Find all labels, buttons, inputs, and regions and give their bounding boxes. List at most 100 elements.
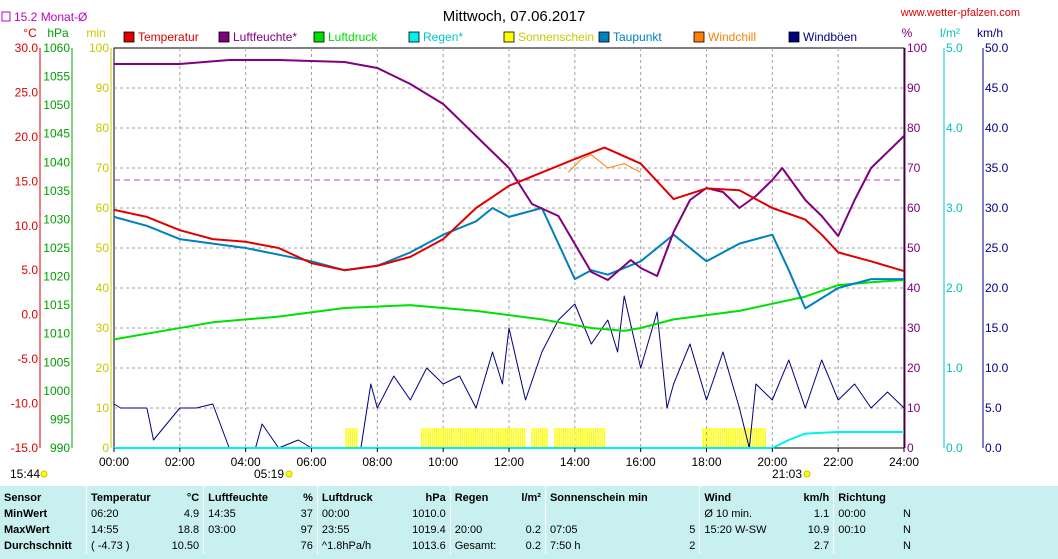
legend-swatch (693, 31, 705, 43)
tick-label-press: 1005 (43, 355, 70, 369)
series-line-temperatur (113, 146, 905, 273)
legend-swatch (218, 31, 230, 43)
legend-swatch (788, 31, 800, 43)
tick-label-hum: 30 (907, 321, 921, 335)
tick-label-wind: 15.0 (985, 321, 1009, 335)
stats-cell: 14:35 37 (203, 506, 318, 522)
tick-label-sun: 10 (96, 401, 110, 415)
tick-label-press: 1015 (43, 298, 70, 312)
stats-cell: 07:05 5 (544, 522, 700, 538)
tick-label-wind: 10.0 (985, 361, 1009, 375)
tick-label-hum: 100 (907, 41, 927, 55)
series-line-windchill (567, 154, 641, 173)
legend-label: Windchill (708, 30, 756, 44)
time-label: 12:00 (494, 455, 524, 469)
stats-cell: 14:55 18.8 (85, 522, 204, 538)
tick-label-temp: 20.0 (15, 130, 39, 144)
sunset-icon (803, 470, 811, 478)
stats-cell: 23:55 1019.4 (316, 522, 451, 538)
stats-cell: Wind km/h (699, 486, 834, 506)
time-label: 18:00 (691, 455, 721, 469)
tick-label-temp: 25.0 (15, 85, 39, 99)
stats-cell: Sonnenschein min (544, 486, 700, 506)
stats-cell: ( -4.73 ) 10.50 (85, 538, 204, 554)
tick-label-hum: 10 (907, 401, 921, 415)
tick-label-wind: 35.0 (985, 161, 1009, 175)
tick-label-press: 1060 (43, 41, 70, 55)
time-label: 24:00 (889, 455, 919, 469)
legend-swatch (408, 31, 420, 43)
stats-cell: Ø 10 min. 1.1 (699, 506, 834, 522)
tick-label-press: 1030 (43, 212, 70, 226)
tick-label-press: 1025 (43, 241, 70, 255)
tick-label-rain: 0.0 (946, 441, 963, 455)
time-label: 22:00 (823, 455, 853, 469)
stats-cell: Gesamt: 0.2 (449, 538, 546, 554)
axes: 30.0 25.0 20.0 15.0 10.0 5.0 0.0 -5.0 -10.0 -15.0… (11, 41, 1009, 469)
stats-cell: 2.7 (699, 538, 834, 554)
time-label: 06:00 (296, 455, 326, 469)
tick-label-rain: 3.0 (946, 201, 963, 215)
stats-cell (449, 506, 546, 522)
stats-cell: ^1.8hPa/h 1013.6 (316, 538, 451, 554)
unit-sun: min (86, 26, 105, 40)
tick-label-press: 1045 (43, 127, 70, 141)
legend-label: Sonnenschein (518, 30, 594, 44)
unit-press: hPa (47, 26, 69, 40)
unit-rain: l/m² (940, 26, 960, 40)
stats-panel: Sensor Temperatur °C Luftfeuchte% Luftdruck h… (0, 486, 1058, 559)
stats-cell: 03:00 97 (203, 522, 318, 538)
tick-label-sun: 60 (96, 201, 110, 215)
legend-label: Luftdruck (328, 30, 378, 44)
time-label: 02:00 (165, 455, 195, 469)
legend-label: Temperatur (138, 30, 199, 44)
series-line-taupunkt (113, 207, 904, 310)
tick-label-press: 1055 (43, 70, 70, 84)
tick-label-wind: 0.0 (985, 441, 1002, 455)
legend: Temperatur Luftfeuchte* Luftdruck Regen* Son… (123, 30, 857, 44)
tick-label-sun: 50 (96, 241, 110, 255)
tick-label-press: 1000 (43, 384, 70, 398)
tick-label-press: 1050 (43, 98, 70, 112)
unit-temp: °C (23, 26, 37, 40)
stats-cell: 20:00 0.2 (449, 522, 546, 538)
tick-label-press: 1040 (43, 155, 70, 169)
tick-label-press: 990 (50, 441, 70, 455)
tick-label-rain: 1.0 (946, 361, 963, 375)
tick-label-hum: 80 (907, 121, 921, 135)
month-avg-label: 15.2 Monat-Ø (14, 10, 87, 24)
legend-swatch (313, 31, 325, 43)
update-sun-icon (40, 470, 48, 478)
tick-label-sun: 70 (96, 161, 110, 175)
tick-label-sun: 0 (102, 441, 109, 455)
tick-label-rain: 2.0 (946, 281, 963, 295)
tick-label-press: 995 (50, 412, 70, 426)
stats-cell: Luftfeuchte% (203, 486, 318, 506)
series-line-regen (114, 431, 904, 449)
tick-label-press: 1010 (43, 327, 70, 341)
tick-label-wind: 5.0 (985, 401, 1002, 415)
tick-label-hum: 90 (907, 81, 921, 95)
tick-label-wind: 20.0 (985, 281, 1009, 295)
unit-wind: km/h (977, 26, 1003, 40)
tick-label-hum: 0 (907, 441, 914, 455)
tick-label-temp: 15.0 (15, 174, 39, 188)
legend-swatch (503, 31, 515, 43)
sunset-time: 21:03 (772, 467, 802, 481)
tick-label-hum: 40 (907, 281, 921, 295)
series-line-luftfeuchte (114, 59, 905, 281)
sunshine-bars (345, 428, 766, 448)
update-time: 15:44 (10, 467, 40, 481)
site-url[interactable]: www.wetter-pfalzen.com (900, 7, 1020, 19)
tick-label-rain: 5.0 (946, 41, 963, 55)
tick-label-sun: 100 (89, 41, 109, 55)
stats-cell: MinWert (4, 508, 48, 520)
stats-cell: MaxWert (4, 524, 50, 536)
chart-title: Mittwoch, 07.06.2017 (443, 8, 586, 25)
tick-label-temp: 10.0 (15, 219, 39, 233)
series-line-windben (113, 295, 905, 449)
legend-label: Taupunkt (613, 30, 662, 44)
tick-label-rain: 4.0 (946, 121, 963, 135)
tick-label-temp: -10.0 (11, 397, 39, 411)
